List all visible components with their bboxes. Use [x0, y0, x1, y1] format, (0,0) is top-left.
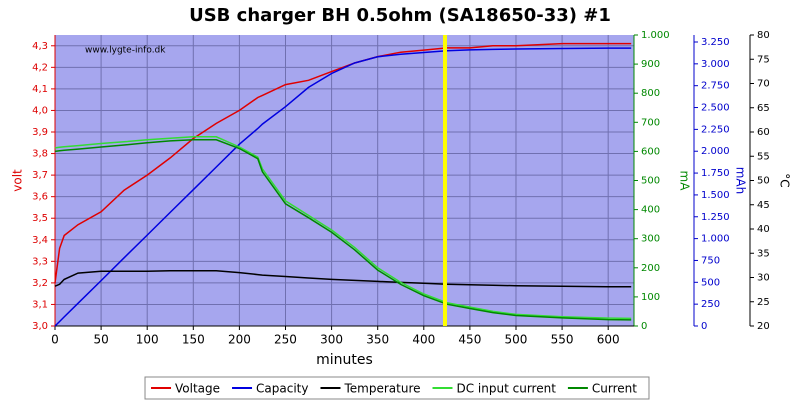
- y-tick-label: 3,2: [32, 278, 48, 289]
- y-tick-label: 1.250: [701, 212, 730, 223]
- y-tick-label: 30: [757, 273, 770, 284]
- x-tick-label: 50: [93, 333, 108, 347]
- x-tick-label: 400: [412, 333, 435, 347]
- y-tick-label: 40: [757, 224, 770, 235]
- y-tick-label: 35: [757, 248, 770, 259]
- y-tick-label: 0: [701, 321, 707, 332]
- y-tick-label: 100: [641, 292, 660, 303]
- legend-label: Capacity: [256, 382, 308, 396]
- y-tick-label: 3,4: [32, 235, 48, 246]
- y-tick-label: 3,7: [32, 170, 48, 181]
- y-tick-label: 1.750: [701, 168, 730, 179]
- y-tick-label: 4,2: [32, 62, 48, 73]
- y-tick-label: 3.250: [701, 37, 730, 48]
- axis-label: mAh: [734, 167, 748, 195]
- y-tick-label: 3,1: [32, 299, 48, 310]
- y-tick-label: 3,5: [32, 213, 48, 224]
- x-tick-label: 350: [366, 333, 389, 347]
- axis-label: volt: [11, 169, 25, 192]
- legend-label: Voltage: [175, 382, 220, 396]
- y-tick-label: 700: [641, 117, 660, 128]
- series-line: [54, 136, 632, 320]
- y-tick-label: 75: [757, 54, 770, 65]
- series-line: [54, 47, 632, 327]
- y-tick-label: 900: [641, 59, 660, 70]
- y-tick-label: 4,1: [32, 84, 48, 95]
- y-tick-label: 60: [757, 127, 770, 138]
- y-tick-label: 1.500: [701, 190, 730, 201]
- y-tick-label: 200: [641, 263, 660, 274]
- y-tick-label: 1.000: [641, 30, 670, 41]
- y-tick-label: 4,0: [32, 105, 48, 116]
- watermark: www.lygte-info.dk: [85, 46, 166, 56]
- y-tick-label: 600: [641, 146, 660, 157]
- y-tick-label: 300: [641, 234, 660, 245]
- y-tick-label: 0: [641, 321, 647, 332]
- y-tick-label: 3,9: [32, 127, 48, 138]
- y-tick-label: 3,8: [32, 149, 48, 160]
- y-tick-label: 500: [641, 176, 660, 187]
- y-tick-label: 500: [701, 277, 720, 288]
- axis-label: °C: [778, 173, 792, 187]
- y-tick-label: 3,6: [32, 192, 48, 203]
- x-tick-label: 550: [551, 333, 574, 347]
- series-line: [54, 139, 632, 321]
- y-tick-label: 2.500: [701, 103, 730, 114]
- axis-label: mA: [678, 171, 692, 192]
- y-tick-label: 2.750: [701, 81, 730, 92]
- y-tick-label: 3,0: [32, 321, 48, 332]
- y-tick-label: 3,3: [32, 256, 48, 267]
- legend-label: Temperature: [343, 382, 420, 396]
- y-tick-label: 1.000: [701, 234, 730, 245]
- x-tick-label: 300: [320, 333, 343, 347]
- x-tick-label: 250: [274, 333, 297, 347]
- x-tick-label: 500: [505, 333, 528, 347]
- y-tick-label: 20: [757, 321, 770, 332]
- series-line: [54, 269, 632, 288]
- y-tick-label: 800: [641, 88, 660, 99]
- chart-title: USB charger BH 0.5ohm (SA18650-33) #1: [189, 5, 611, 26]
- x-tick-label: 0: [51, 333, 59, 347]
- x-tick-label: 200: [228, 333, 251, 347]
- y-tick-label: 750: [701, 255, 720, 266]
- y-tick-label: 80: [757, 30, 770, 41]
- y-tick-label: 25: [757, 297, 770, 308]
- y-tick-label: 45: [757, 200, 770, 211]
- x-tick-label: 450: [458, 333, 481, 347]
- y-tick-label: 70: [757, 79, 770, 90]
- y-tick-label: 55: [757, 151, 770, 162]
- legend-label: Current: [592, 382, 637, 396]
- y-tick-label: 400: [641, 205, 660, 216]
- y-tick-label: 4,3: [32, 41, 48, 52]
- plot-area: [55, 35, 634, 326]
- x-tick-label: 150: [182, 333, 205, 347]
- x-tick-label: 600: [597, 333, 620, 347]
- legend-label: DC input current: [457, 382, 557, 396]
- y-tick-label: 65: [757, 103, 770, 114]
- y-tick-label: 2.000: [701, 146, 730, 157]
- x-tick-label: 100: [136, 333, 159, 347]
- y-tick-label: 3.000: [701, 59, 730, 70]
- y-tick-label: 250: [701, 299, 720, 310]
- series-line: [54, 42, 632, 283]
- x-axis-label: minutes: [316, 352, 373, 368]
- y-tick-label: 50: [757, 176, 770, 187]
- y-tick-label: 2.250: [701, 124, 730, 135]
- legend: Voltage Capacity Temperature DC input curre…: [144, 376, 650, 400]
- legend-box: [144, 376, 650, 400]
